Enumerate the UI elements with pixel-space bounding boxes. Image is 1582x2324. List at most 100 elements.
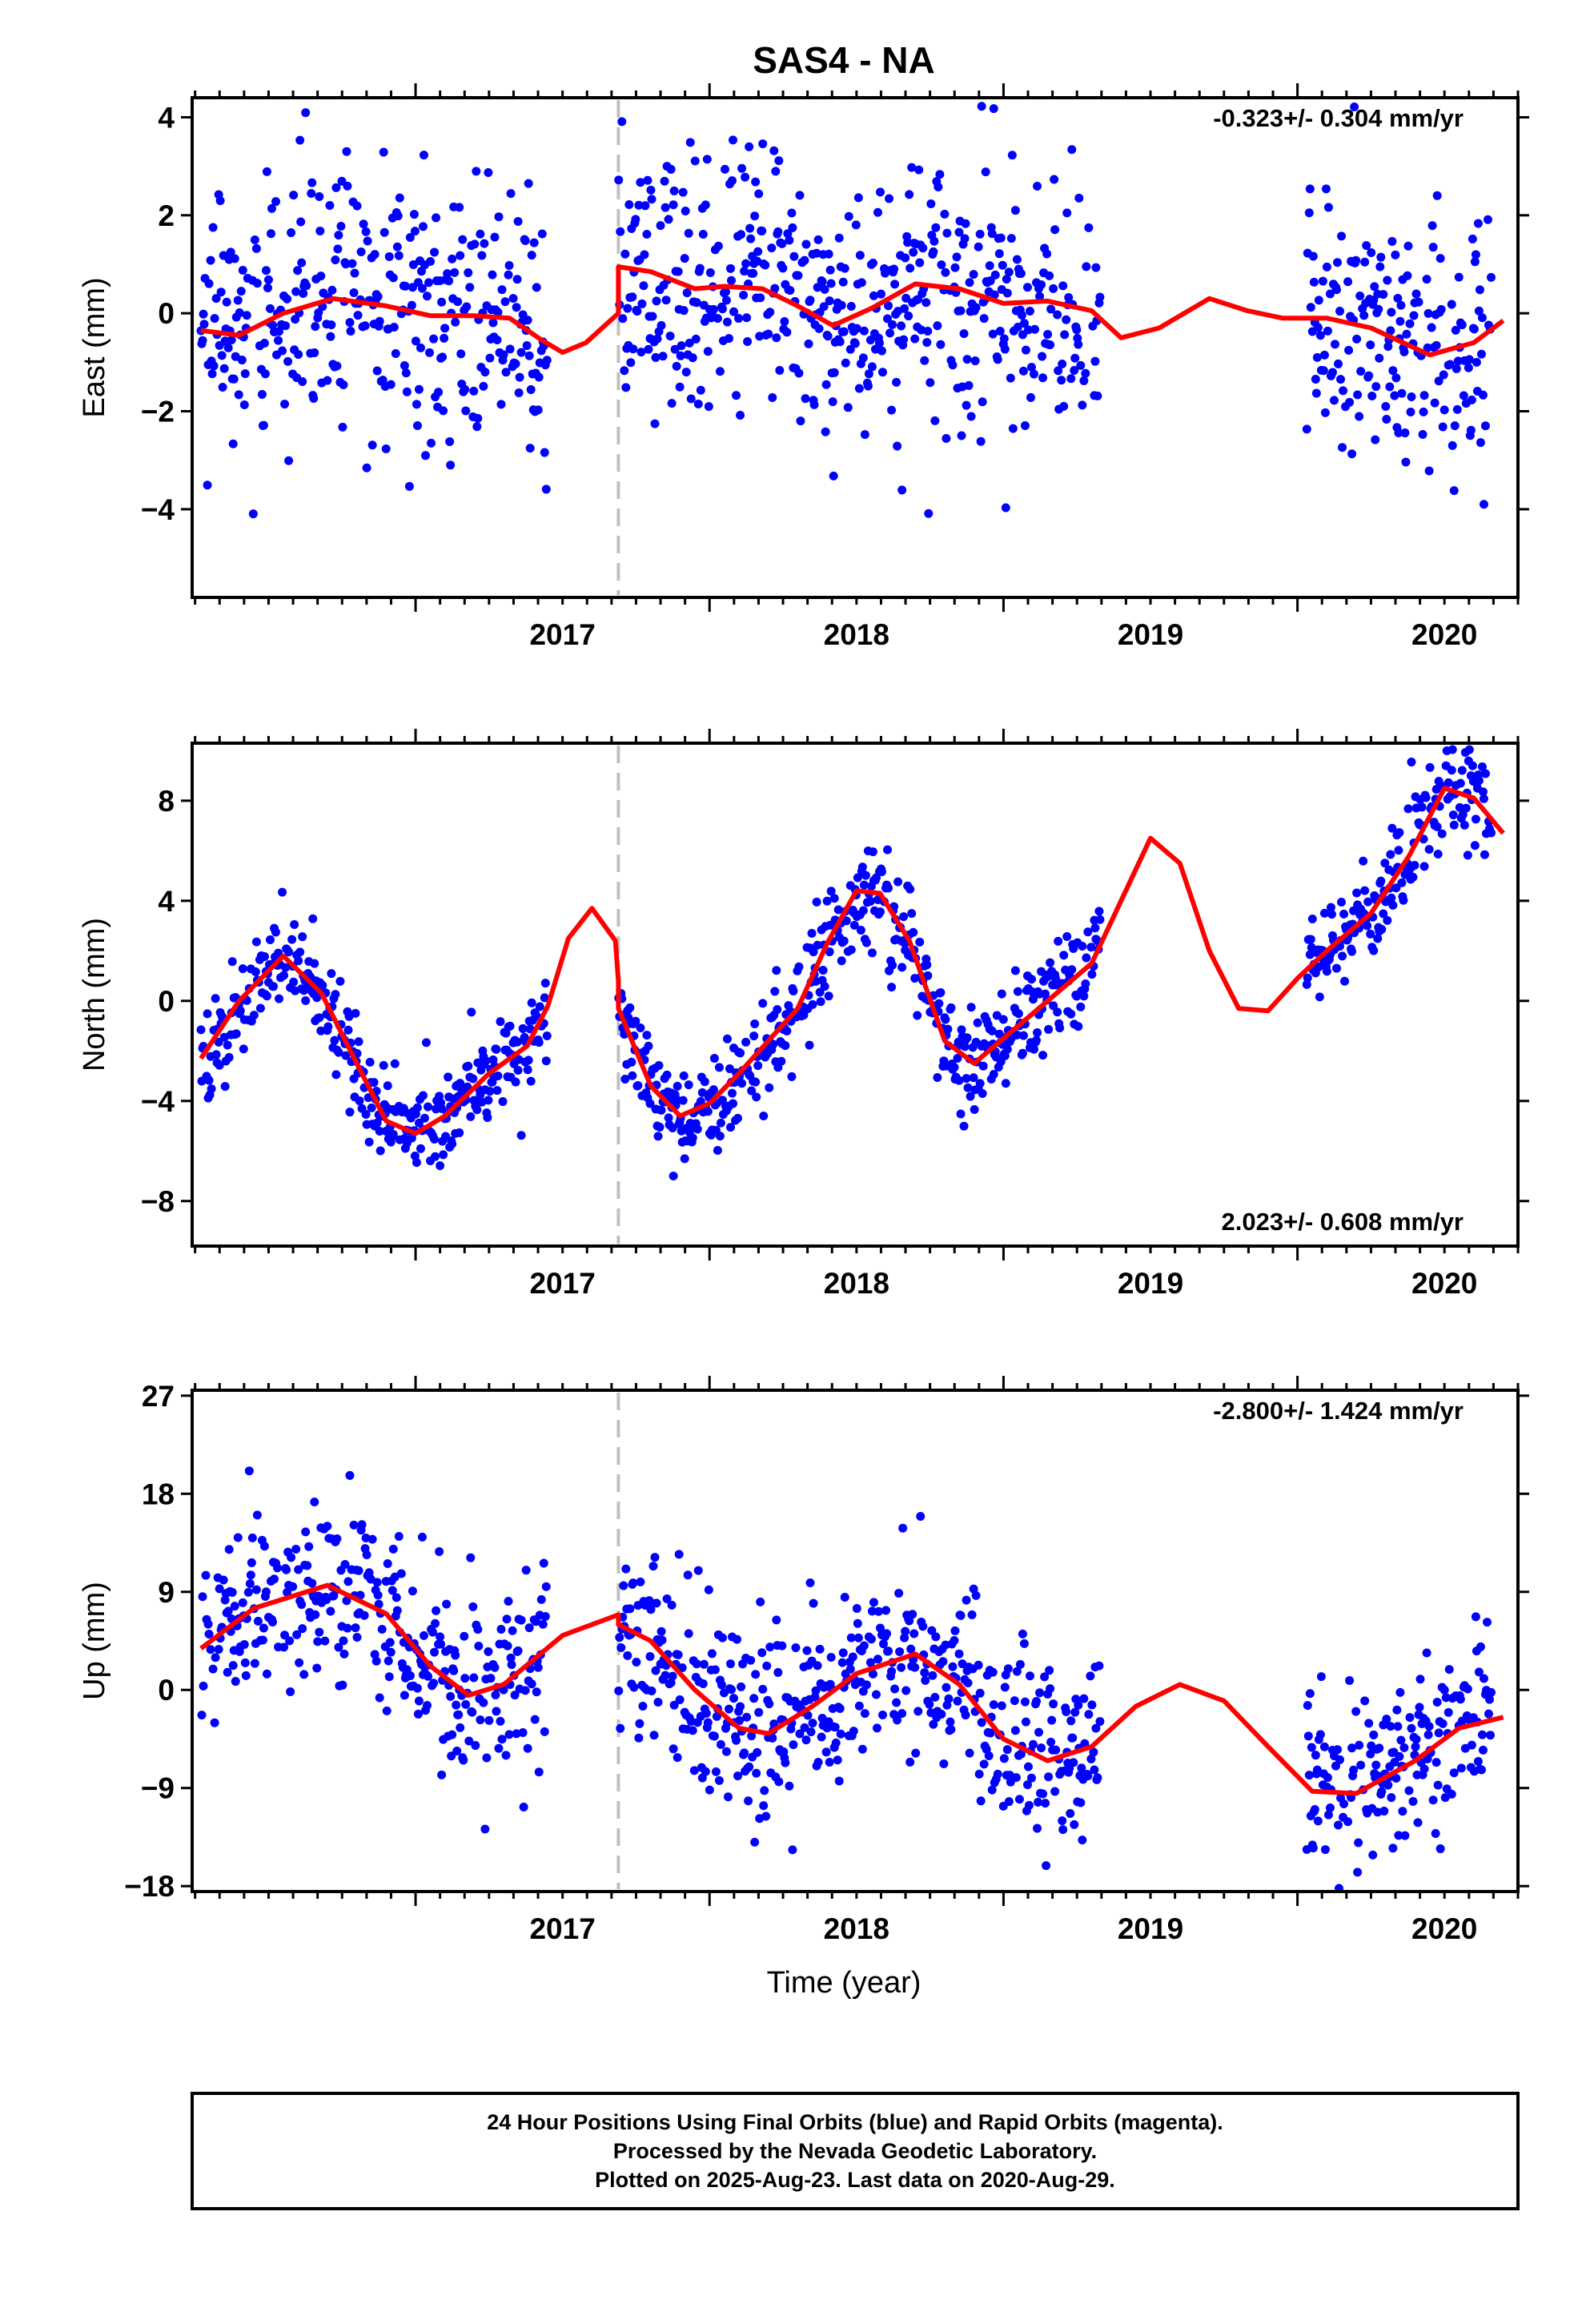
- data-point: [669, 1172, 678, 1181]
- data-point: [338, 422, 347, 432]
- data-point: [1477, 313, 1487, 323]
- data-point: [899, 335, 909, 344]
- data-point: [436, 1161, 445, 1171]
- data-point: [966, 1003, 976, 1012]
- data-point: [839, 936, 849, 946]
- data-point: [732, 391, 741, 400]
- data-point: [666, 1678, 676, 1687]
- data-point: [845, 1664, 855, 1674]
- data-point: [680, 1154, 689, 1164]
- data-point: [877, 346, 886, 356]
- data-point: [429, 334, 439, 344]
- data-point: [1456, 1695, 1465, 1704]
- data-point: [651, 1666, 661, 1675]
- data-point: [1400, 1831, 1410, 1840]
- data-point: [764, 329, 773, 339]
- data-point: [448, 254, 457, 263]
- data-point: [206, 255, 215, 265]
- data-point: [1388, 1844, 1398, 1853]
- data-point: [1332, 258, 1342, 267]
- data-point: [1371, 1760, 1381, 1770]
- data-point: [1050, 175, 1059, 184]
- data-points: [196, 745, 1496, 1181]
- data-point: [1468, 234, 1477, 243]
- data-point: [625, 1604, 635, 1614]
- data-point: [1316, 1672, 1326, 1682]
- data-point: [1479, 794, 1488, 803]
- data-point: [1427, 323, 1436, 332]
- data-point: [339, 1649, 349, 1659]
- data-point: [1410, 861, 1419, 870]
- data-point: [1318, 276, 1327, 286]
- data-point: [1377, 924, 1387, 934]
- data-point: [890, 279, 900, 289]
- data-point: [761, 260, 770, 270]
- data-point: [789, 986, 798, 995]
- data-point: [905, 1616, 914, 1626]
- data-point: [841, 916, 851, 926]
- data-point: [541, 1582, 551, 1591]
- data-point: [704, 402, 713, 412]
- data-point: [769, 146, 779, 155]
- data-point: [969, 1073, 978, 1083]
- data-point: [673, 1650, 683, 1659]
- data-point: [744, 1796, 753, 1806]
- data-point: [1383, 342, 1393, 352]
- data-point: [918, 1622, 928, 1631]
- data-point: [500, 297, 510, 307]
- y-tick-label: −18: [124, 1870, 175, 1903]
- data-point: [737, 1682, 746, 1691]
- data-point: [513, 1066, 523, 1076]
- data-point: [688, 1133, 697, 1143]
- data-point: [1386, 326, 1395, 336]
- data-point: [754, 1707, 764, 1717]
- data-point: [961, 219, 970, 228]
- data-point: [1062, 315, 1071, 324]
- data-point: [311, 1610, 320, 1619]
- data-point: [721, 1747, 731, 1756]
- data-point: [887, 1667, 897, 1676]
- data-points: [197, 1466, 1496, 1892]
- data-point: [646, 185, 656, 195]
- data-point: [1456, 1763, 1466, 1773]
- data-point: [283, 356, 293, 366]
- data-point: [662, 1070, 672, 1080]
- data-point: [1379, 1807, 1389, 1816]
- data-point: [267, 203, 276, 213]
- data-point: [621, 1564, 631, 1574]
- data-point: [1303, 1701, 1312, 1711]
- data-point: [1002, 1044, 1012, 1054]
- data-point: [530, 1715, 540, 1724]
- data-point: [1457, 766, 1467, 775]
- data-point: [196, 1025, 206, 1035]
- data-point: [884, 1647, 893, 1656]
- data-point: [298, 1624, 307, 1634]
- data-point: [1373, 934, 1383, 943]
- data-point: [1419, 407, 1428, 416]
- data-point: [211, 1050, 221, 1059]
- data-point: [240, 369, 250, 379]
- data-point: [1090, 356, 1100, 366]
- data-point: [483, 1113, 492, 1123]
- data-point: [1059, 401, 1069, 411]
- data-point: [314, 308, 323, 317]
- data-point: [251, 243, 261, 253]
- data-point: [909, 927, 918, 937]
- data-point: [1307, 1743, 1316, 1752]
- data-point: [854, 384, 864, 393]
- data-point: [768, 392, 777, 402]
- data-point: [1057, 376, 1066, 385]
- data-point: [513, 1646, 523, 1655]
- data-point: [1423, 308, 1433, 318]
- data-point: [1058, 360, 1067, 369]
- data-point: [331, 990, 340, 999]
- data-point: [258, 1635, 267, 1645]
- data-point: [334, 231, 343, 240]
- data-point: [198, 1592, 207, 1602]
- data-point: [835, 1703, 845, 1713]
- data-point: [841, 358, 850, 368]
- data-point: [201, 1570, 211, 1580]
- data-point: [1383, 1780, 1393, 1790]
- data-point: [1340, 976, 1350, 986]
